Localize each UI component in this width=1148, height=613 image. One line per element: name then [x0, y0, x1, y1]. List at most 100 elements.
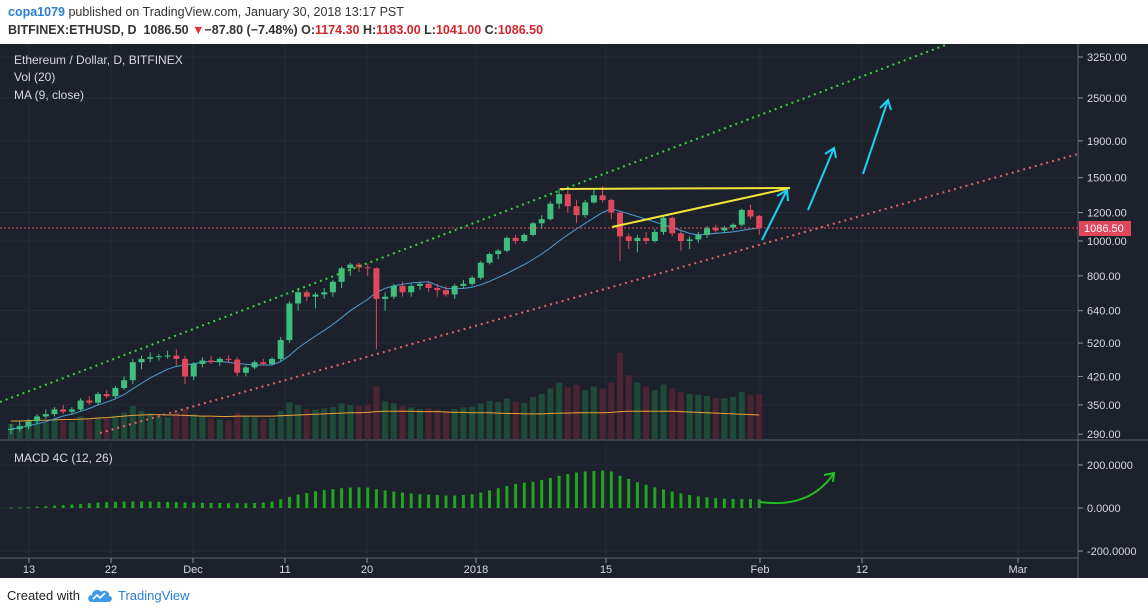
candle-body [60, 409, 67, 412]
macd-bar [427, 494, 431, 508]
candle-body [269, 358, 275, 364]
macd-bar [662, 489, 665, 508]
candle-body [164, 355, 171, 357]
candle [25, 418, 32, 429]
candle [469, 275, 476, 286]
macd-bar [444, 495, 448, 508]
volume-bar [738, 392, 745, 439]
candle-body [16, 426, 23, 429]
volume-bar [756, 394, 763, 439]
candle [712, 224, 719, 234]
author-link[interactable]: copa1079 [8, 5, 65, 19]
macd-bar [749, 498, 752, 508]
volume-bar [190, 414, 197, 439]
volume-bar [660, 384, 667, 439]
candle [77, 398, 84, 412]
open-value: 1174.30 [314, 23, 360, 37]
time-axis-label: 15 [600, 564, 612, 576]
candle [738, 208, 745, 227]
macd-bar [183, 502, 187, 508]
candle [95, 392, 101, 405]
candle [121, 376, 128, 391]
volume-bar [408, 407, 415, 439]
candle [651, 228, 658, 243]
time-axis-label: 12 [856, 564, 868, 576]
volume-bar [730, 397, 737, 439]
time-axis-label: 20 [361, 564, 373, 576]
candle [608, 198, 615, 220]
candle [347, 262, 354, 276]
candle [225, 355, 232, 363]
candle [208, 355, 215, 364]
candle-body [199, 360, 206, 364]
candle [669, 216, 676, 237]
candle-body [312, 294, 319, 297]
candle-body [295, 292, 302, 304]
candle-body [338, 268, 345, 282]
low-value: 1041.00 [435, 23, 482, 37]
candle [286, 301, 293, 344]
volume-bar [86, 419, 93, 439]
volume-bar [390, 403, 397, 439]
candles [8, 186, 763, 435]
candle-body [251, 362, 258, 368]
macd-up-arrow-icon [759, 471, 836, 505]
volume-bar [347, 405, 354, 439]
candle [538, 215, 545, 229]
volume-bar [312, 409, 319, 439]
macd-axis: 200.0000 0.0000 -200.0000 [1078, 460, 1137, 558]
candle [521, 233, 528, 243]
candle [425, 281, 432, 293]
macd-bar [253, 503, 257, 508]
candle-body [730, 224, 737, 228]
volume-bar [356, 406, 362, 439]
candle-body [460, 283, 467, 286]
volume-bar [295, 405, 302, 439]
tradingview-link[interactable]: TradingView [118, 588, 190, 603]
rising-wedge-line [611, 187, 791, 228]
volume-bar [138, 410, 145, 439]
volume-bar [373, 386, 380, 439]
macd-bar [314, 491, 317, 508]
price-axis-label: 2500.00 [1087, 93, 1127, 105]
created-with-text: Created with [7, 588, 80, 603]
candle [547, 201, 554, 221]
candle [460, 279, 467, 289]
candle [173, 349, 180, 366]
arrow-up-icon [807, 146, 837, 211]
candle-body [634, 237, 641, 241]
volume-bar [503, 398, 510, 439]
candle-body [390, 285, 397, 297]
candle [138, 355, 145, 370]
macd-bar [566, 474, 570, 508]
macd-bar [26, 507, 30, 509]
candle [321, 288, 328, 299]
macd-bar [592, 471, 596, 508]
candle-body [686, 239, 693, 241]
candle-body [190, 363, 197, 377]
volume-bar [556, 382, 563, 439]
macd-bar [696, 496, 700, 508]
volume-bars [8, 352, 763, 439]
volume-bar [147, 413, 154, 439]
volume-bar [451, 409, 458, 439]
macd-bar [340, 488, 344, 508]
arrow-up-icon [761, 188, 789, 241]
time-axis-label: 13 [23, 564, 35, 576]
close-label: C: [484, 23, 498, 37]
volume-bar [651, 390, 658, 439]
volume-bar [269, 418, 275, 439]
candle [390, 283, 397, 299]
tradingview-cloud-icon[interactable] [86, 586, 114, 604]
ma9-line [10, 208, 760, 430]
candle-body [416, 283, 423, 286]
candle [477, 260, 484, 280]
chart-area[interactable]: Ethereum / Dollar, D, BITFINEX Vol (20) … [0, 44, 1148, 578]
candle [147, 352, 154, 363]
time-axis-label: Dec [183, 564, 203, 576]
macd-bar [714, 498, 718, 508]
macd-bar [557, 475, 561, 508]
volume-bar [608, 382, 615, 439]
macd-bar [200, 502, 204, 508]
macd-bar [418, 494, 422, 508]
